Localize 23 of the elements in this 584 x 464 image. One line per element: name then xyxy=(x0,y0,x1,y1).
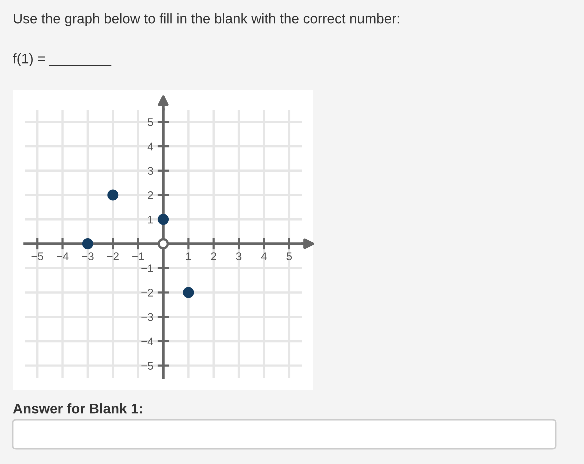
x-tick-label: 1 xyxy=(186,252,192,260)
x-tick-label: −1 xyxy=(132,252,144,260)
y-tick-label: −1 xyxy=(142,264,154,272)
x-tick-label: −4 xyxy=(56,252,69,260)
x-tick-label: 2 xyxy=(211,252,216,260)
y-tick-label: −5 xyxy=(142,362,154,370)
x-tick-label: 5 xyxy=(286,252,292,260)
y-tick-label: −4 xyxy=(142,338,154,346)
x-tick-label: 4 xyxy=(261,252,267,260)
y-tick-label: −2 xyxy=(142,288,154,297)
y-tick-label: 5 xyxy=(148,118,154,126)
y-tick-label: 4 xyxy=(148,142,154,151)
y-tick-label: 1 xyxy=(148,216,154,224)
x-tick-label: −3 xyxy=(82,252,94,260)
y-tick-label: 3 xyxy=(148,167,154,176)
chart-title: Use the graph below to fill in the blank with the correct number: xyxy=(14,14,400,26)
x-tick-label: −5 xyxy=(32,252,44,260)
chart-subtitle: f(1) = ________ xyxy=(13,54,112,66)
x-tick-label: 3 xyxy=(236,252,242,260)
y-tick-label: 2 xyxy=(148,192,154,200)
x-tick-label: −2 xyxy=(107,252,119,260)
text: Answer for Blank 1: xyxy=(13,404,142,414)
y-tick-label: −3 xyxy=(142,313,154,322)
